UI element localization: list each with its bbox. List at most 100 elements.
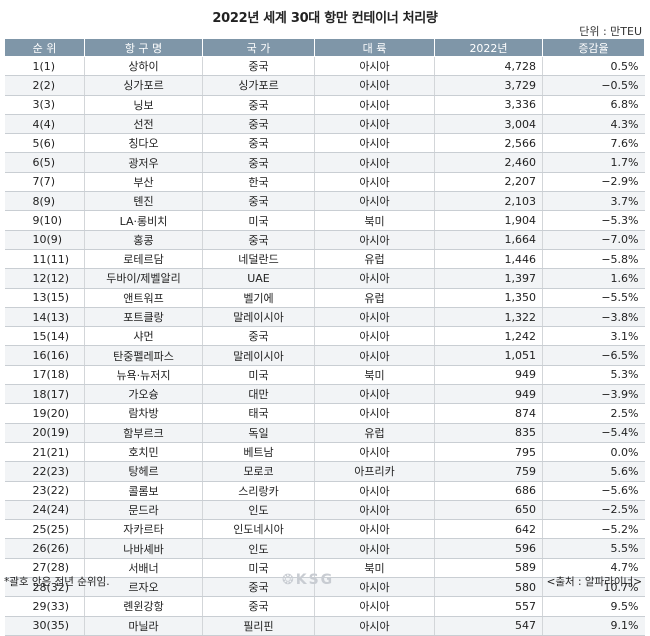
continent-cell: 북미 <box>314 365 435 386</box>
table-row: 9(10) LA·롱비치 미국 북미 1,904 −5.3% <box>4 210 645 231</box>
table-header-row: 순 위 항 구 명 국 가 대 륙 2022년 증감율 <box>4 38 645 57</box>
volume-cell: 1,397 <box>434 268 543 289</box>
port-cell: 상하이 <box>84 56 203 77</box>
country-cell: 중국 <box>202 95 315 115</box>
table-row: 15(14) 샤먼 중국 아시아 1,242 3.1% <box>4 326 645 347</box>
table-row: 22(23) 탕헤르 모로코 아프리카 759 5.6% <box>4 461 645 482</box>
port-cell: 가오슝 <box>84 384 203 405</box>
rank-cell: 20(19) <box>4 423 85 443</box>
volume-cell: 1,446 <box>434 249 543 270</box>
port-cell: 서배너 <box>84 558 203 579</box>
table-row: 26(26) 나바셰바 인도 아시아 596 5.5% <box>4 538 645 559</box>
table-row: 14(13) 포트클랑 말레이시아 아시아 1,322 −3.8% <box>4 307 645 328</box>
volume-cell: 1,350 <box>434 288 543 308</box>
change-cell: 2.5% <box>542 403 645 424</box>
continent-cell: 아시아 <box>314 191 435 212</box>
continent-cell: 유럽 <box>314 288 435 308</box>
country-cell: 중국 <box>202 326 315 347</box>
continent-cell: 아시아 <box>314 268 435 289</box>
port-cell: 닝보 <box>84 95 203 115</box>
table-row: 7(7) 부산 한국 아시아 2,207 −2.9% <box>4 172 645 193</box>
change-cell: 9.1% <box>542 616 645 636</box>
country-cell: 독일 <box>202 423 315 443</box>
table-row: 16(16) 탄중펠레파스 말레이시아 아시아 1,051 −6.5% <box>4 345 645 366</box>
rank-cell: 21(21) <box>4 442 85 463</box>
table-row: 30(35) 마닐라 필리핀 아시아 547 9.1% <box>4 616 645 636</box>
continent-cell: 북미 <box>314 210 435 231</box>
change-cell: −5.5% <box>542 288 645 308</box>
country-cell: 중국 <box>202 577 315 598</box>
rank-cell: 13(15) <box>4 288 85 308</box>
continent-cell: 유럽 <box>314 423 435 443</box>
country-cell: 중국 <box>202 152 315 173</box>
rank-cell: 3(3) <box>4 95 85 115</box>
volume-cell: 580 <box>434 577 543 598</box>
rank-cell: 2(2) <box>4 75 85 96</box>
port-cell: 홍콩 <box>84 230 203 250</box>
continent-cell: 아시아 <box>314 519 435 540</box>
change-cell: −5.8% <box>542 249 645 270</box>
change-cell: −7.0% <box>542 230 645 250</box>
change-cell: 0.5% <box>542 56 645 77</box>
port-cell: 마닐라 <box>84 616 203 636</box>
rank-cell: 1(1) <box>4 56 85 77</box>
country-cell: 베트남 <box>202 442 315 463</box>
volume-cell: 650 <box>434 500 543 521</box>
country-cell: 싱가포르 <box>202 75 315 96</box>
rank-cell: 4(4) <box>4 114 85 135</box>
change-cell: −6.5% <box>542 345 645 366</box>
rank-cell: 17(18) <box>4 365 85 386</box>
table-row: 10(9) 홍콩 중국 아시아 1,664 −7.0% <box>4 230 645 250</box>
volume-cell: 3,336 <box>434 95 543 115</box>
volume-cell: 3,004 <box>434 114 543 135</box>
header-volume: 2022년 <box>434 38 543 57</box>
header-country: 국 가 <box>202 38 315 57</box>
country-cell: 태국 <box>202 403 315 424</box>
volume-cell: 835 <box>434 423 543 443</box>
continent-cell: 아시아 <box>314 326 435 347</box>
rank-cell: 19(20) <box>4 403 85 424</box>
country-cell: 인도 <box>202 538 315 559</box>
country-cell: 미국 <box>202 365 315 386</box>
continent-cell: 아시아 <box>314 230 435 250</box>
volume-cell: 2,460 <box>434 152 543 173</box>
country-cell: 모로코 <box>202 461 315 482</box>
port-cell: 함부르크 <box>84 423 203 443</box>
rank-cell: 12(12) <box>4 268 85 289</box>
continent-cell: 아시아 <box>314 596 435 617</box>
table-row: 18(17) 가오슝 대만 아시아 949 −3.9% <box>4 384 645 405</box>
table-row: 19(20) 람차방 태국 아시아 874 2.5% <box>4 403 645 424</box>
table-row: 24(24) 문드라 인도 아시아 650 −2.5% <box>4 500 645 521</box>
port-cell: 르자오 <box>84 577 203 598</box>
rank-cell: 15(14) <box>4 326 85 347</box>
table-row: 25(25) 자카르타 인도네시아 아시아 642 −5.2% <box>4 519 645 540</box>
country-cell: 말레이시아 <box>202 345 315 366</box>
unit-label: 단위 : 만TEU <box>579 25 642 38</box>
country-cell: 중국 <box>202 114 315 135</box>
rank-cell: 16(16) <box>4 345 85 366</box>
header-continent: 대 륙 <box>314 38 435 57</box>
volume-cell: 1,242 <box>434 326 543 347</box>
country-cell: 미국 <box>202 558 315 579</box>
table-row: 4(4) 선전 중국 아시아 3,004 4.3% <box>4 114 645 135</box>
continent-cell: 아시아 <box>314 577 435 598</box>
country-cell: 중국 <box>202 230 315 250</box>
port-cell: 싱가포르 <box>84 75 203 96</box>
table-row: 28(32) 르자오 중국 아시아 580 10.7% <box>4 577 645 598</box>
port-cell: 콜롬보 <box>84 481 203 501</box>
volume-cell: 1,051 <box>434 345 543 366</box>
volume-cell: 1,322 <box>434 307 543 328</box>
rank-cell: 14(13) <box>4 307 85 328</box>
rank-cell: 29(33) <box>4 596 85 617</box>
change-cell: 4.7% <box>542 558 645 579</box>
rank-cell: 26(26) <box>4 538 85 559</box>
change-cell: 9.5% <box>542 596 645 617</box>
table-row: 8(9) 톈진 중국 아시아 2,103 3.7% <box>4 191 645 212</box>
continent-cell: 아시아 <box>314 442 435 463</box>
volume-cell: 557 <box>434 596 543 617</box>
table-row: 1(1) 상하이 중국 아시아 4,728 0.5% <box>4 56 645 77</box>
rank-cell: 11(11) <box>4 249 85 270</box>
volume-cell: 686 <box>434 481 543 501</box>
volume-cell: 949 <box>434 384 543 405</box>
continent-cell: 아시아 <box>314 500 435 521</box>
